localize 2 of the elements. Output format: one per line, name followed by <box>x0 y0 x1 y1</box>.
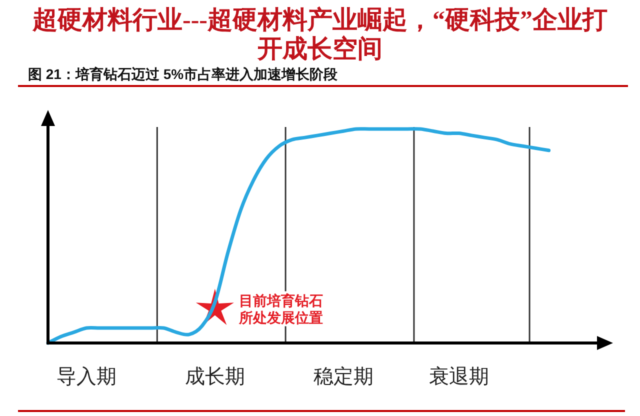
subtitle: 图 21：培育钻石迈过 5%市占率进入加速增长阶段 <box>28 66 338 82</box>
title: 超硬材料行业---超硬材料产业崛起，“硬科技”企业打开成长空间 <box>32 7 608 63</box>
